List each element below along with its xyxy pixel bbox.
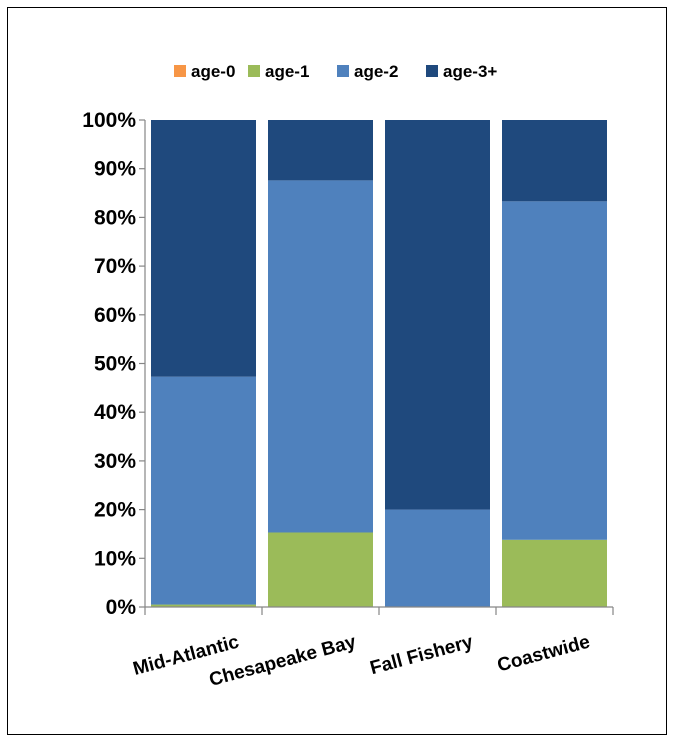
bar-segment-age-1 [151, 604, 256, 607]
legend-label-age-3+: age-3+ [443, 62, 497, 81]
bar-segment-age-3+ [502, 120, 607, 202]
y-tick-label: 20% [94, 499, 136, 522]
bar-segment-age-1 [268, 532, 373, 607]
legend-swatch-age-3+ [426, 65, 438, 77]
y-tick-label: 0% [106, 596, 137, 619]
bar-segment-age-2 [151, 376, 256, 605]
x-category-label: Coastwide [495, 632, 592, 677]
bar-segment-age-3+ [268, 120, 373, 181]
legend-swatch-age-0 [174, 65, 186, 77]
legend-swatch-age-1 [248, 65, 260, 77]
legend: age-0 age-1 age-2 age-3+ [174, 62, 497, 81]
bar-segment-age-2 [502, 201, 607, 540]
legend-label-age-0: age-0 [191, 62, 235, 81]
y-tick-label: 50% [94, 353, 136, 376]
bar-segment-age-1 [502, 539, 607, 607]
y-tick-label: 80% [94, 206, 136, 229]
legend-swatch-age-2 [337, 65, 349, 77]
y-tick-label: 60% [94, 304, 136, 327]
bars [151, 120, 607, 607]
y-axis: 0% 10% 20% 30% 40% 50% 60% 70% 80% 90% 100% [82, 109, 146, 619]
x-category-label: Fall Fishery [368, 631, 476, 679]
bar-segment-age-2 [268, 180, 373, 533]
y-tick-label: 40% [94, 401, 136, 424]
legend-label-age-1: age-1 [265, 62, 309, 81]
bar-segment-age-3+ [151, 120, 256, 377]
bar-segment-age-2 [385, 509, 490, 607]
bar-segment-age-3+ [385, 120, 490, 510]
y-tick-label: 10% [94, 547, 136, 570]
y-tick-label: 90% [94, 158, 136, 181]
y-tick-label: 70% [94, 255, 136, 278]
y-tick-label: 30% [94, 450, 136, 473]
y-tick-label: 100% [82, 109, 136, 132]
legend-label-age-2: age-2 [354, 62, 398, 81]
